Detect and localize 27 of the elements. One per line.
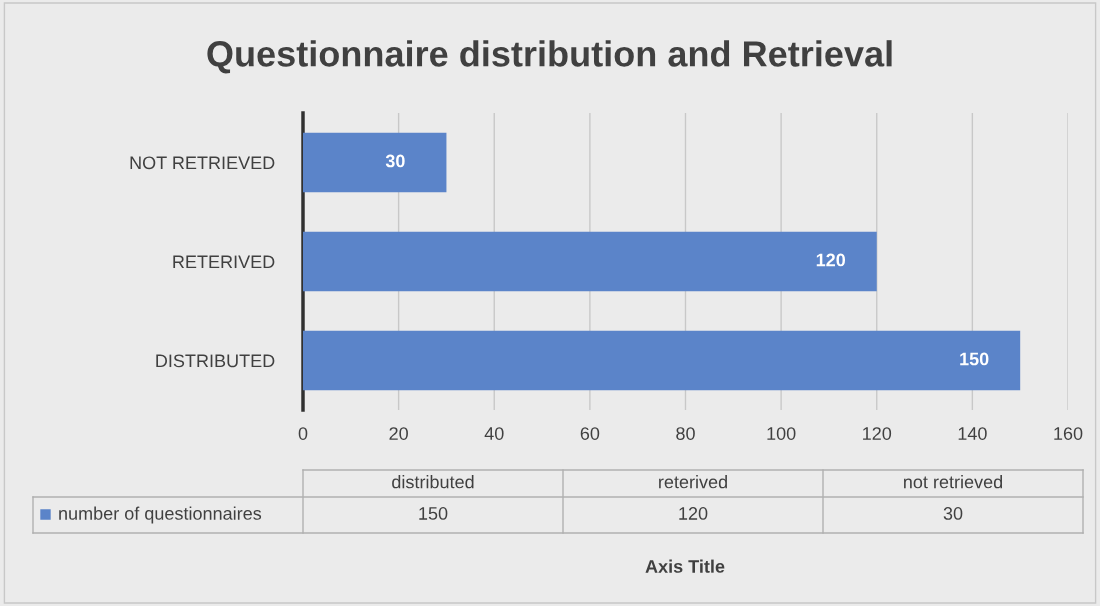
text: not retrieved: [904, 475, 1003, 489]
x-tick-label: 60: [580, 427, 600, 440]
text: 150: [419, 507, 448, 520]
text: reterived: [659, 475, 727, 489]
y-tick-label: RETERIVED: [173, 255, 275, 269]
y-tick-label: DISTRIBUTED: [156, 354, 275, 368]
x-tick-label: 20: [389, 427, 408, 440]
bar: [303, 132, 447, 193]
x-tick-label: 120: [863, 427, 892, 440]
x-tick-label: 160: [1054, 427, 1083, 440]
data-label: 150: [960, 352, 989, 366]
legend-label: number of questionnaires: [59, 506, 262, 524]
bar: [303, 330, 1021, 391]
data-label: 120: [816, 253, 846, 267]
x-tick-label: 80: [676, 427, 695, 440]
text: 30: [943, 507, 963, 520]
text: Axis Title: [645, 559, 725, 573]
chart-title: Questionnaire distribution and Retrieval: [207, 40, 892, 74]
y-tick-label: NOT RETRIEVED: [130, 156, 275, 170]
data-label: 30: [385, 154, 405, 168]
x-tick-label: 0: [298, 427, 308, 440]
bar: [303, 231, 877, 292]
x-tick-label: 100: [767, 427, 796, 440]
x-tick-label: 40: [484, 427, 504, 440]
text: distributed: [392, 475, 474, 489]
text: 120: [679, 507, 708, 520]
x-tick-label: 140: [958, 427, 987, 440]
